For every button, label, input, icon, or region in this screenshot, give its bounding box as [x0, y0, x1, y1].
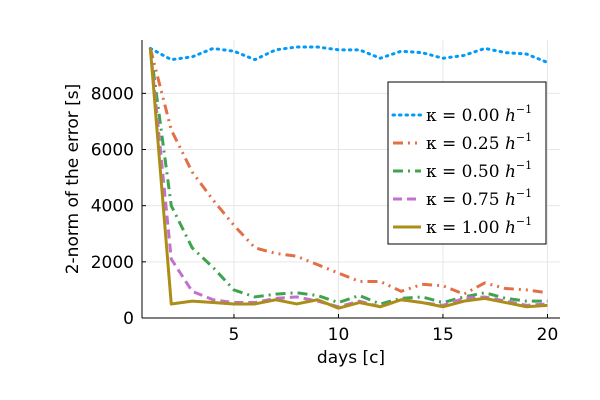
series-lines	[148, 45, 549, 310]
y-axis-title: 2-norm of the error [s]	[63, 84, 83, 275]
x-tick-label: 15	[432, 325, 454, 345]
series-line-1	[148, 48, 548, 296]
legend-label-exponent: −1	[516, 103, 532, 116]
x-tick-label: 20	[537, 325, 559, 345]
legend-label-text: κ = 0.50	[426, 162, 505, 182]
legend-label-3: κ = 0.75 h−1	[426, 187, 532, 210]
legend-label-exponent: −1	[516, 131, 532, 144]
y-tick-label: 2000	[91, 253, 134, 273]
legend-label-text: κ = 0.25	[426, 134, 505, 154]
legend-label-text: κ = 0.75	[426, 190, 505, 210]
legend-label-2: κ = 0.50 h−1	[426, 159, 532, 182]
series-line-2	[148, 48, 548, 306]
y-tick-label: 4000	[91, 197, 134, 217]
legend-label-text: κ = 1.00	[426, 218, 505, 238]
x-tick-label: 10	[328, 325, 350, 345]
x-axis-title: days [c]	[317, 348, 385, 368]
legend-label-unit: h	[505, 162, 516, 182]
legend-label-exponent: −1	[516, 187, 532, 200]
legend: κ = 0.00 h−1κ = 0.25 h−1κ = 0.50 h−1κ = …	[387, 81, 547, 245]
axis-ticks: 5 10 15 20 0 2000 4000 6000 8000	[91, 84, 559, 345]
legend-label-1: κ = 0.25 h−1	[426, 131, 532, 154]
legend-label-unit: h	[505, 106, 516, 126]
legend-label-exponent: −1	[516, 159, 532, 172]
legend-label-exponent: −1	[516, 215, 532, 228]
legend-label-unit: h	[505, 190, 516, 210]
legend-label-unit: h	[505, 134, 516, 154]
legend-label-text: κ = 0.00	[426, 106, 505, 126]
series-line-4	[148, 48, 548, 310]
y-tick-label: 0	[123, 309, 134, 329]
y-tick-label: 6000	[91, 141, 134, 161]
x-tick-label: 5	[229, 325, 240, 345]
series-line-0	[148, 45, 549, 64]
legend-items: κ = 0.00 h−1κ = 0.25 h−1κ = 0.50 h−1κ = …	[391, 103, 532, 238]
y-tick-label: 8000	[91, 84, 134, 104]
legend-label-4: κ = 1.00 h−1	[426, 215, 532, 238]
legend-label-0: κ = 0.00 h−1	[426, 103, 532, 126]
legend-box	[387, 81, 547, 245]
legend-label-unit: h	[505, 218, 516, 238]
